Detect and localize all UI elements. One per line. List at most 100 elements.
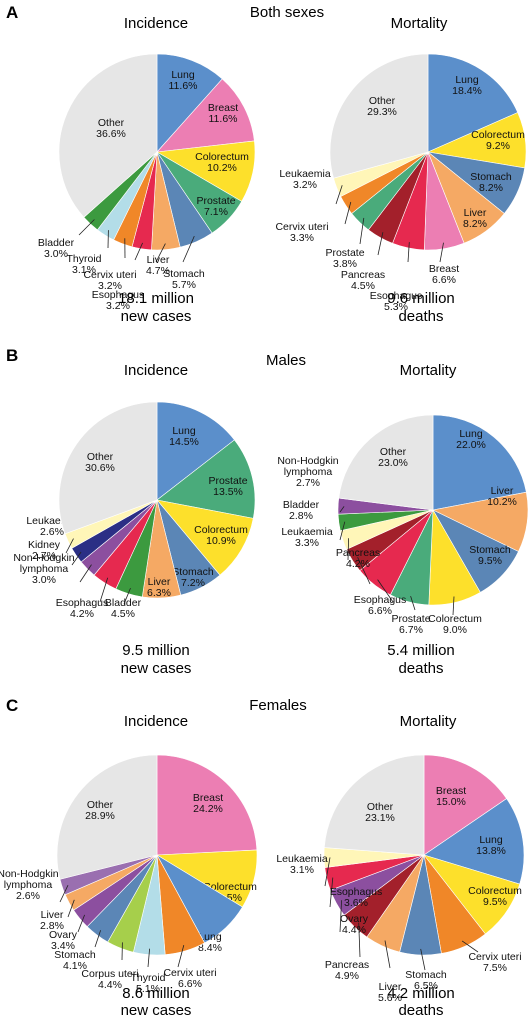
total-line: 8.6 million <box>122 985 190 1002</box>
slice-value-label: 3.2% <box>293 179 317 191</box>
pie-slice-lung <box>156 401 235 501</box>
slice-name-label: Cervix uteri <box>275 221 328 233</box>
leader-line <box>384 940 391 969</box>
slice-value-label: 29.3% <box>367 106 397 118</box>
pie-slice-other <box>323 754 425 856</box>
panel-b: B Males Incidence Mortality Lung14.5%Pro… <box>6 346 529 677</box>
slice-name-label: Liver <box>464 207 487 219</box>
panel-a: A Both sexes Incidence Mortality Lung11.… <box>6 3 527 325</box>
panel-title: Both sexes <box>250 4 324 21</box>
total-line: new cases <box>121 660 192 677</box>
slice-value-label: 9.0% <box>443 624 467 636</box>
slice-value-label: 4.5% <box>111 608 135 620</box>
slice-name-label: Breast <box>208 102 238 114</box>
leader-line <box>99 577 109 603</box>
slice-name-label: Colorectum <box>468 885 522 897</box>
panel-title: Males <box>266 352 306 369</box>
slice-value-label: 3.1% <box>72 264 96 276</box>
slice-value-label: 3.0% <box>44 248 68 260</box>
total-line: new cases <box>121 1002 192 1018</box>
pie-slice-other <box>338 414 434 511</box>
total-line: deaths <box>398 308 443 325</box>
total-line: deaths <box>398 660 443 677</box>
leader-line <box>377 579 394 603</box>
slice-value-label: 9.2% <box>486 140 510 152</box>
total-line: 4.2 million <box>387 985 455 1002</box>
slice-value-label: 3.3% <box>295 537 319 549</box>
slice-name-label: Esophagus <box>92 289 145 301</box>
leader-line <box>155 243 166 263</box>
leader-line <box>347 538 349 561</box>
slice-value-label: 3.8% <box>333 258 357 270</box>
slice-value-label: 3.3% <box>290 232 314 244</box>
pie-slice-breast <box>156 78 255 153</box>
slice-value-label: 8.2% <box>479 182 503 194</box>
slice-name-label: Cervix uteri <box>163 967 216 979</box>
leader-line <box>123 587 131 605</box>
slice-name-label: Other <box>369 95 396 107</box>
slice-value-label: 3.0% <box>32 574 56 586</box>
chart-heading: Mortality <box>400 713 457 730</box>
slice-value-label: 2.6% <box>40 526 64 538</box>
slice-name-label: Lung <box>459 428 483 440</box>
slice-name-label: lymphoma <box>284 466 333 478</box>
slice-name-label: Colorectum <box>195 151 249 163</box>
leader-line <box>147 948 150 968</box>
slice-name-label: Corpus uteri <box>81 968 138 980</box>
pie-slice-prostate <box>156 439 256 519</box>
slice-name-label: Other <box>98 117 125 129</box>
panel-letter: A <box>6 3 18 22</box>
slice-value-label: 28.9% <box>85 810 115 822</box>
slice-name-label: Stomach <box>54 949 96 961</box>
slice-value-label: 6.6% <box>432 274 456 286</box>
slice-value-label: 2.7% <box>296 477 320 489</box>
slice-name-label: Pancreas <box>341 269 385 281</box>
leader-line <box>461 940 479 953</box>
slice-name-label: Non-Hodgkin <box>13 552 74 564</box>
slice-value-label: 5.7% <box>172 279 196 291</box>
pie-slice-lung <box>423 798 525 885</box>
slice-name-label: Bladder <box>38 237 75 249</box>
leader-line <box>177 944 185 968</box>
slice-value-label: 3.2% <box>106 300 130 312</box>
slice-name-label: Thyroid <box>130 972 165 984</box>
slice-value-label: 23.0% <box>378 457 408 469</box>
slice-value-label: 8.4% <box>198 942 222 954</box>
total-line: 5.4 million <box>387 642 455 659</box>
leader-line <box>67 899 75 918</box>
slice-value-label: 5.3% <box>384 301 408 313</box>
slice-value-label: 36.6% <box>96 128 126 140</box>
slice-name-label: Kidney <box>28 539 61 551</box>
chart-heading: Mortality <box>400 362 457 379</box>
slice-name-label: Lung <box>171 69 195 81</box>
pie-slice-lung <box>156 53 223 153</box>
leader-line <box>335 185 343 205</box>
chart-heading: Mortality <box>391 15 448 32</box>
slice-value-label: 10.2% <box>487 496 517 508</box>
slice-value-label: 23.1% <box>365 812 395 824</box>
slice-name-label: Liver <box>147 254 170 266</box>
slice-name-label: Other <box>87 451 114 463</box>
slice-value-label: 6.6% <box>178 978 202 990</box>
slice-name-label: Leukaemia <box>281 526 333 538</box>
slice-value-label: 3.1% <box>290 864 314 876</box>
leader-line <box>329 877 334 908</box>
slice-name-label: Breast <box>429 263 459 275</box>
pie-slice-other <box>56 754 158 880</box>
slice-value-label: 13.8% <box>476 845 506 857</box>
panel-c: C Females Incidence Mortality Breast24.2… <box>0 696 525 1018</box>
slice-name-label: Lung <box>198 931 222 943</box>
slice-value-label: 11.6% <box>169 80 198 92</box>
pie-chart: Breast24.2%Colorectum9.5%Lung8.4%Cervix … <box>0 754 258 995</box>
leader-line <box>339 521 346 541</box>
slice-value-label: 4.9% <box>335 970 359 982</box>
slice-name-label: lymphoma <box>4 879 53 891</box>
slice-name-label: Stomach <box>469 544 511 556</box>
panel-title: Females <box>249 697 307 714</box>
slice-name-label: Stomach <box>163 268 205 280</box>
leader-line <box>59 885 69 903</box>
